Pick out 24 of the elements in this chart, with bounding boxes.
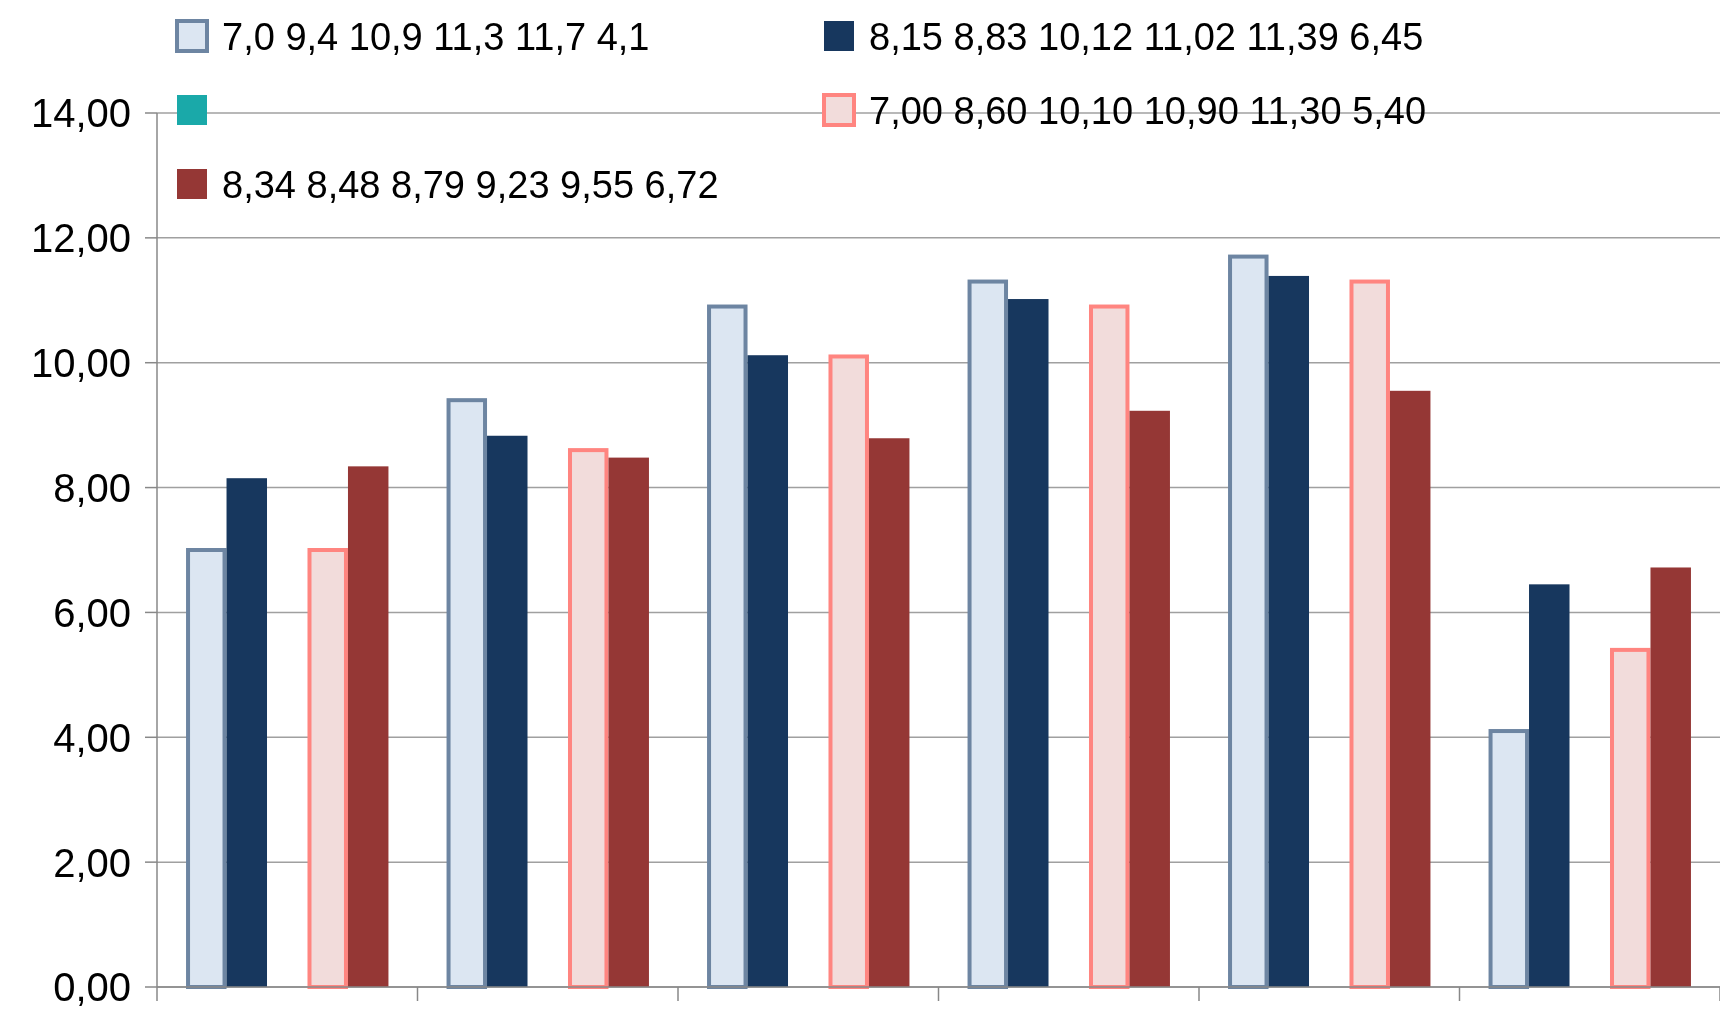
bar	[1008, 299, 1049, 987]
legend-label: 8,34 8,48 8,79 9,23 9,55 6,72	[222, 163, 719, 206]
bar	[487, 435, 528, 987]
bar	[868, 438, 910, 987]
bar	[1529, 584, 1570, 987]
y-tick-label: 8,00	[53, 465, 131, 510]
bar	[347, 466, 389, 987]
bar	[226, 478, 268, 987]
bar	[1650, 567, 1691, 987]
bar	[1268, 275, 1310, 987]
bar	[1129, 410, 1170, 987]
y-tick-label: 0,00	[53, 965, 131, 1010]
legend-label: 8,15 8,83 10,12 11,02 11,39 6,45	[869, 15, 1424, 58]
legend-label: 7,0 9,4 10,9 11,3 11,7 4,1	[222, 15, 650, 58]
y-tick-label: 14,00	[30, 91, 131, 136]
y-tick-label: 6,00	[53, 590, 131, 635]
bar	[1389, 390, 1431, 987]
y-tick-label: 2,00	[53, 840, 131, 885]
legend-label: 7,00 8,60 10,10 10,90 11,30 5,40	[869, 89, 1427, 132]
y-tick-label: 12,00	[30, 216, 131, 261]
y-tick-label: 10,00	[30, 341, 131, 386]
bar	[747, 355, 789, 987]
y-tick-label: 4,00	[53, 715, 131, 760]
bar	[608, 457, 649, 987]
